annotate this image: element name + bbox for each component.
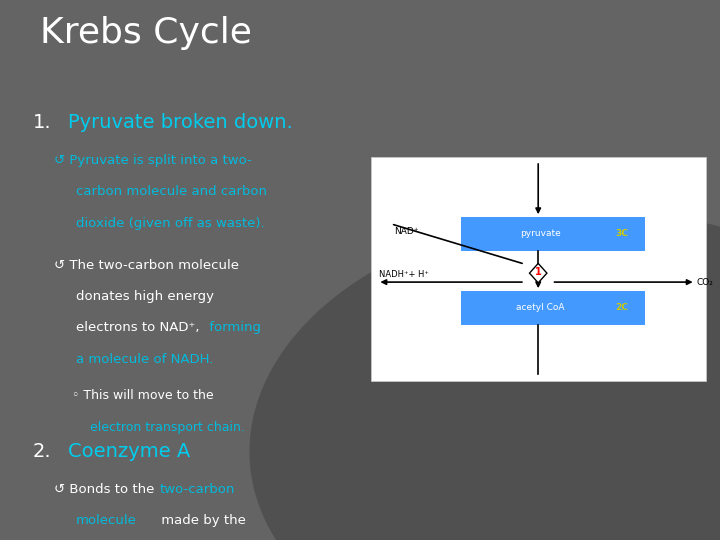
Bar [462,217,645,251]
Text: 1.: 1. [32,113,51,132]
Text: electron transport chain.: electron transport chain. [90,421,245,434]
Text: ◦ This will move to the: ◦ This will move to the [72,389,214,402]
Bar [462,291,645,325]
Text: NADH⁺+ H⁺: NADH⁺+ H⁺ [379,271,429,279]
Text: made by the: made by the [157,514,246,527]
Text: Krebs Cycle: Krebs Cycle [40,16,251,50]
Text: 3C: 3C [615,230,628,239]
Text: ↺ The two-carbon molecule: ↺ The two-carbon molecule [54,259,239,272]
Text: Coenzyme A: Coenzyme A [68,442,191,461]
Text: pyruvate: pyruvate [520,230,561,239]
Text: forming: forming [205,321,261,334]
Text: 2C: 2C [615,303,628,312]
Text: electrons to NAD⁺,: electrons to NAD⁺, [76,321,199,334]
Text: Pyruvate broken down.: Pyruvate broken down. [68,113,293,132]
Text: 1: 1 [535,267,541,276]
Text: carbon molecule and carbon: carbon molecule and carbon [76,185,266,198]
Bar [371,157,706,381]
Text: donates high energy: donates high energy [76,290,214,303]
Polygon shape [529,264,547,283]
Text: CO₂: CO₂ [697,278,714,287]
Text: NAD⁺: NAD⁺ [395,227,419,235]
Text: 2.: 2. [32,442,51,461]
Ellipse shape [249,212,720,540]
Text: dioxide (given off as waste).: dioxide (given off as waste). [76,217,264,230]
Text: a molecule of NADH.: a molecule of NADH. [76,353,213,366]
Text: acetyl CoA: acetyl CoA [516,303,564,312]
Text: two-carbon: two-carbon [160,483,235,496]
Text: molecule: molecule [76,514,137,527]
Text: ↺ Bonds to the: ↺ Bonds to the [54,483,158,496]
Text: ↺ Pyruvate is split into a two-: ↺ Pyruvate is split into a two- [54,154,252,167]
